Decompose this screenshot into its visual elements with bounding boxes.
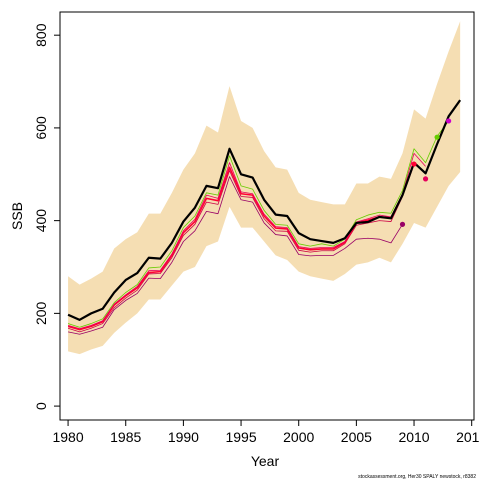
- x-tick-label: 1985: [110, 429, 141, 445]
- end-point-2010: [411, 161, 417, 167]
- end-point-2009: [399, 221, 406, 227]
- x-tick-label: 1990: [168, 429, 199, 445]
- series-layer: [67, 99, 462, 335]
- confidence-band-layer: [68, 21, 461, 355]
- x-axis-title: Year: [251, 453, 280, 469]
- series-line-5: [67, 176, 403, 335]
- series-line-main: [67, 99, 462, 321]
- y-tick-label: 200: [33, 301, 49, 325]
- x-axis: 1980 1985 1990 1995 2000 2005 2010 2015: [52, 419, 480, 445]
- credit-text: stockassessment.org, Her30 SPALY newstoc…: [358, 474, 476, 480]
- confidence-band: [68, 21, 461, 355]
- series-line-2: [67, 153, 426, 330]
- y-tick-label: 800: [33, 23, 49, 47]
- x-tick-label: 2010: [398, 429, 429, 445]
- end-point-2013: [446, 118, 452, 124]
- x-tick-label: 2005: [341, 429, 372, 445]
- y-tick-label: 0: [33, 402, 49, 410]
- x-tick-label: 2000: [283, 429, 314, 445]
- x-tick-label: 1980: [52, 429, 83, 445]
- end-point-2011: [422, 176, 429, 182]
- x-tick-label: 1995: [225, 429, 256, 445]
- y-tick-label: 600: [33, 116, 49, 140]
- y-axis-title: SSB: [9, 202, 25, 230]
- y-tick-label: 400: [33, 209, 49, 233]
- y-axis: 0 200 400 600 800: [33, 23, 61, 410]
- series-line-1: [67, 120, 449, 328]
- end-points-layer: [399, 118, 452, 227]
- end-point-2012: [434, 134, 440, 140]
- x-tick-label: 2015: [456, 429, 480, 445]
